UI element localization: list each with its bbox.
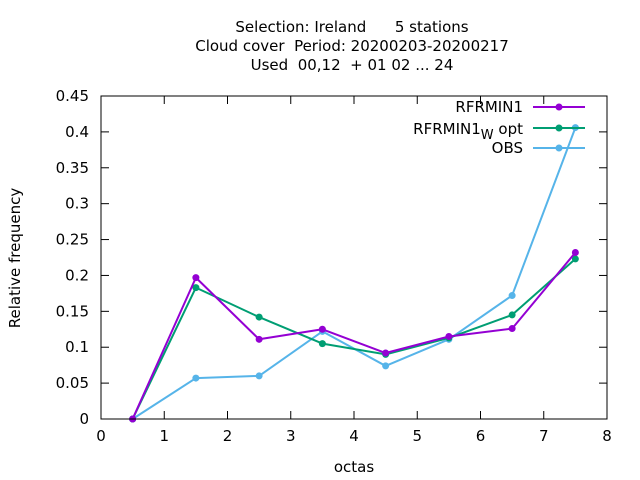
chart-title: Selection: Ireland 5 stations Cloud cove… <box>195 18 509 74</box>
legend-label-suffix: opt <box>494 120 523 138</box>
y-tick-label: 0.15 <box>56 302 89 320</box>
legend-label-rfrmin1: RFRMIN1 <box>455 98 523 116</box>
legend-entry-rfrmin1: RFRMIN1 <box>455 98 585 116</box>
x-tick-label: 1 <box>159 427 169 445</box>
y-tick-label: 0.05 <box>56 374 89 392</box>
data-point <box>508 292 516 300</box>
legend-label-obs: OBS <box>492 139 523 157</box>
y-tick-label: 0.2 <box>65 266 89 284</box>
x-tick-label: 8 <box>602 427 612 445</box>
series-line <box>131 251 577 420</box>
series-layer <box>129 124 579 423</box>
data-point <box>255 335 263 343</box>
data-point <box>571 248 579 256</box>
y-axis-label: Relative frequency <box>6 188 24 329</box>
y-tick-label: 0.25 <box>56 231 89 249</box>
title-line-2: Cloud cover Period: 20200203-20200217 <box>195 37 509 55</box>
data-point <box>571 255 579 263</box>
x-tick-label: 5 <box>412 427 422 445</box>
x-tick-label: 0 <box>96 427 106 445</box>
data-point <box>255 372 263 380</box>
legend-marker <box>555 103 563 111</box>
series-line <box>131 258 577 420</box>
x-tick-label: 4 <box>349 427 359 445</box>
legend-label-subscript: W <box>481 128 494 143</box>
x-tick-label: 3 <box>286 427 296 445</box>
x-tick-label: 2 <box>223 427 233 445</box>
data-point <box>192 374 200 382</box>
data-point <box>192 274 200 282</box>
title-line-1: Selection: Ireland 5 stations <box>235 18 468 36</box>
data-point <box>318 340 326 348</box>
x-tick-label: 7 <box>539 427 549 445</box>
legend: RFRMIN1 RFRMIN1W opt OBS <box>413 98 585 157</box>
legend-marker <box>555 124 563 132</box>
title-line-3: Used 00,12 + 01 02 ... 24 <box>251 56 454 74</box>
legend-entry-obs: OBS <box>492 139 585 157</box>
y-tick-label: 0.4 <box>65 123 89 141</box>
data-point <box>318 325 326 333</box>
y-tick-label: 0.35 <box>56 159 89 177</box>
y-tick-label: 0.45 <box>56 87 89 105</box>
legend-label-main: RFRMIN1 <box>413 120 481 138</box>
plot-frame <box>100 95 608 420</box>
legend-entry-rfrmin1-w-opt: RFRMIN1W opt <box>413 120 585 143</box>
axis-ticks <box>100 95 608 420</box>
series-2 <box>129 124 579 423</box>
series-0 <box>129 248 579 423</box>
data-point <box>192 284 200 292</box>
data-point <box>508 311 516 319</box>
series-line <box>132 127 577 420</box>
data-point <box>382 362 390 370</box>
y-tick-label: 0.3 <box>65 195 89 213</box>
data-point <box>508 325 516 333</box>
x-axis-label: octas <box>334 458 374 476</box>
tick-labels: 0 1 2 3 4 5 6 7 8 0 0.05 0.1 0.15 0.2 0.25 0.3 0.35 0.4 0.… <box>56 87 612 445</box>
legend-label-rfrmin1-w-opt: RFRMIN1W opt <box>413 120 523 143</box>
y-tick-label: 0.1 <box>65 338 89 356</box>
data-point <box>255 313 263 321</box>
data-point <box>445 332 453 340</box>
legend-marker <box>555 144 563 152</box>
x-tick-label: 6 <box>476 427 486 445</box>
y-tick-label: 0 <box>79 410 89 428</box>
data-point <box>382 349 390 357</box>
